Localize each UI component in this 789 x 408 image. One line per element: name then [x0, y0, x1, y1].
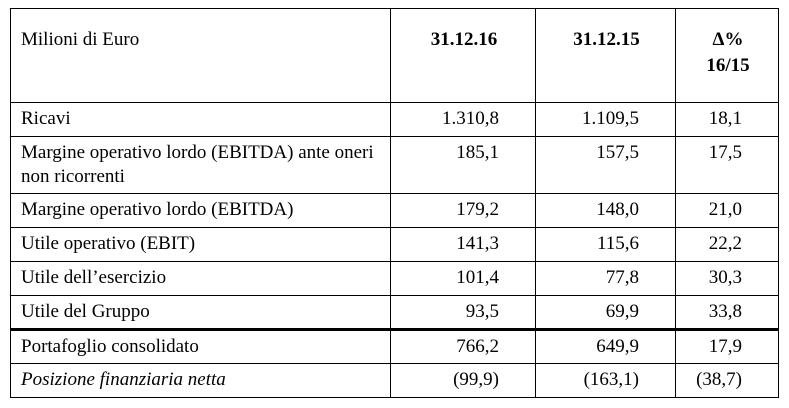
table-row: Ricavi 1.310,8 1.109,5 18,1 [10, 102, 779, 137]
value-cell: 17,9 [675, 328, 779, 364]
value-cell: 21,0 [675, 193, 779, 228]
value-cell: 30,3 [675, 261, 779, 296]
table-row: Portafoglio consolidato 766,2 649,9 17,9 [10, 328, 779, 364]
value-cell: 77,8 [535, 261, 676, 296]
value-cell: 1.310,8 [390, 102, 536, 137]
table-row: Margine operativo lordo (EBITDA) 179,2 148… [10, 193, 779, 228]
row-label: Margine operativo lordo (EBITDA) ante on… [10, 136, 391, 194]
row-label: Ricavi [10, 102, 391, 137]
table-row: Utile del Gruppo 93,5 69,9 33,8 [10, 295, 779, 330]
row-label: Margine operativo lordo (EBITDA) [10, 193, 391, 228]
value-cell: 185,1 [390, 136, 536, 194]
financial-table: Milioni di Euro 31.12.16 31.12.15 Δ% 16/15 … [10, 8, 779, 398]
header-cell: 31.12.15 [535, 8, 676, 103]
value-cell: 18,1 [675, 102, 779, 137]
value-cell: 148,0 [535, 193, 676, 228]
row-label: Posizione finanziaria netta [10, 363, 391, 398]
row-label: Utile operativo (EBIT) [10, 227, 391, 262]
value-cell: 115,6 [535, 227, 676, 262]
value-cell: 17,5 [675, 136, 779, 194]
value-cell: 766,2 [390, 328, 536, 364]
value-cell: 179,2 [390, 193, 536, 228]
value-cell: 1.109,5 [535, 102, 676, 137]
value-cell: (38,7) [675, 363, 779, 398]
value-cell: 33,8 [675, 295, 779, 330]
row-label: Utile dell’esercizio [10, 261, 391, 296]
row-label: Portafoglio consolidato [10, 328, 391, 364]
value-cell: (163,1) [535, 363, 676, 398]
table-row: Utile operativo (EBIT) 141,3 115,6 22,2 [10, 227, 779, 262]
table-body: Ricavi 1.310,8 1.109,5 18,1 Margine operativ… [10, 102, 779, 398]
value-cell: (99,9) [390, 363, 536, 398]
value-cell: 93,5 [390, 295, 536, 330]
value-cell: 157,5 [535, 136, 676, 194]
header-cell: Milioni di Euro [10, 8, 391, 103]
value-cell: 101,4 [390, 261, 536, 296]
value-cell: 649,9 [535, 328, 676, 364]
header-cell: Δ% 16/15 [675, 8, 779, 103]
value-cell: 22,2 [675, 227, 779, 262]
header-row: Milioni di Euro 31.12.16 31.12.15 Δ% 16/15 [10, 8, 779, 103]
table-row: Utile dell’esercizio 101,4 77,8 30,3 [10, 261, 779, 296]
header-cell: 31.12.16 [390, 8, 536, 103]
value-cell: 69,9 [535, 295, 676, 330]
table-row: Margine operativo lordo (EBITDA) ante on… [10, 136, 779, 194]
table-row: Posizione finanziaria netta (99,9) (163,1)… [10, 363, 779, 398]
value-cell: 141,3 [390, 227, 536, 262]
row-label: Utile del Gruppo [10, 295, 391, 330]
